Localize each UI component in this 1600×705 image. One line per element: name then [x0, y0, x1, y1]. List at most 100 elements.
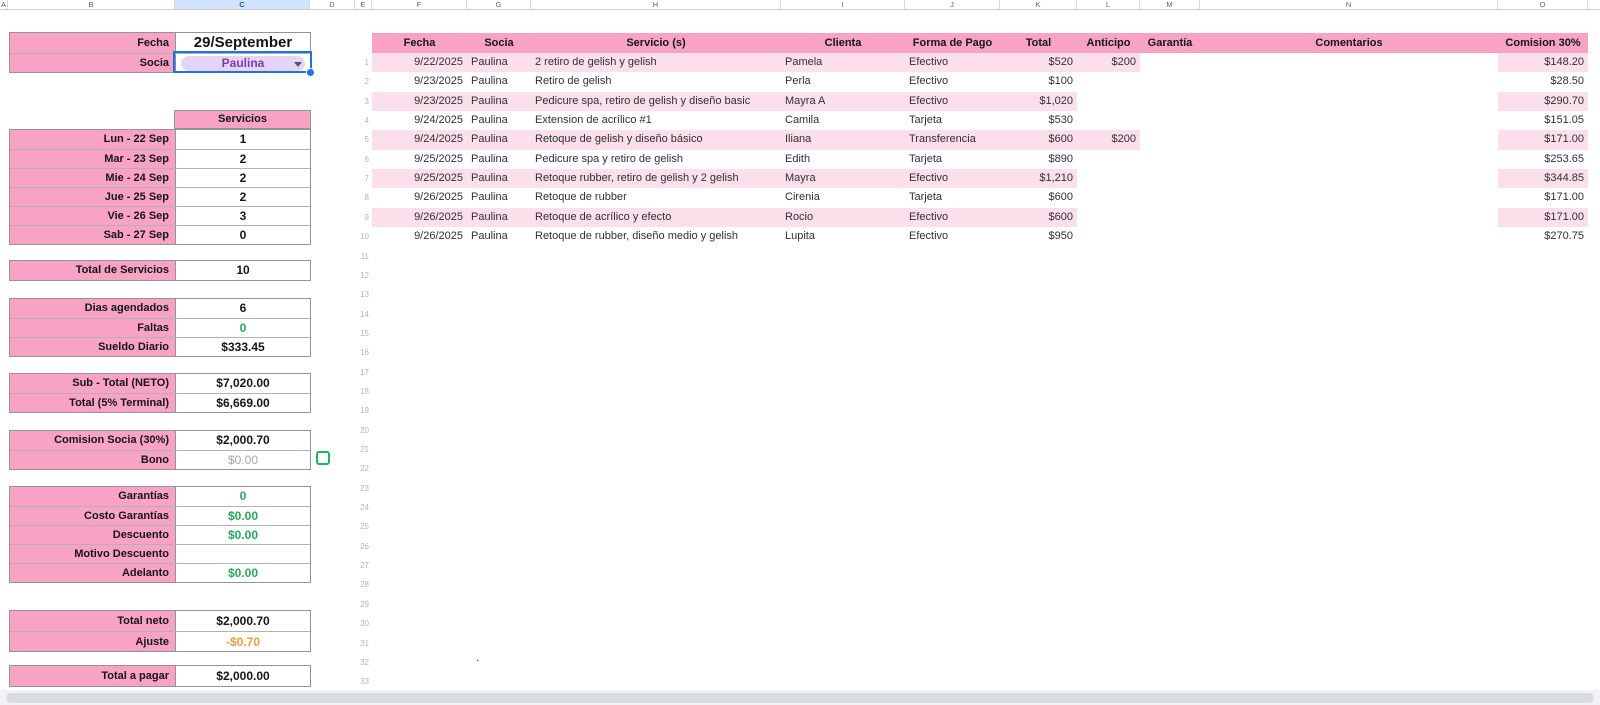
- cell-comision[interactable]: $270.75: [1544, 230, 1584, 243]
- day-label[interactable]: Mar - 23 Sep: [10, 150, 175, 168]
- cell-fecha[interactable]: 9/23/2025: [372, 91, 467, 112]
- row-number[interactable]: 33: [360, 677, 369, 687]
- cell-socia[interactable]: Paulina: [467, 207, 531, 228]
- cell-comentarios[interactable]: [1200, 169, 1498, 188]
- column-header-servicio[interactable]: Servicio (s): [531, 33, 781, 53]
- cell-comision[interactable]: $28.50: [1550, 75, 1584, 88]
- cell-fecha[interactable]: 9/24/2025: [414, 114, 463, 127]
- cell-anticipo[interactable]: [1077, 169, 1140, 188]
- row-number[interactable]: 12: [360, 270, 369, 280]
- cell-garantia[interactable]: [1140, 227, 1200, 246]
- cell-anticipo[interactable]: $200: [1077, 53, 1140, 73]
- row-number[interactable]: 21: [360, 445, 369, 454]
- column-header-clienta[interactable]: Clienta: [781, 33, 905, 53]
- cell-clienta[interactable]: Rocio: [781, 207, 905, 228]
- column-letter-I[interactable]: I: [781, 0, 905, 9]
- cell-servicio[interactable]: Retoque de rubber, diseño medio y gelish: [535, 230, 739, 243]
- chevron-down-icon[interactable]: [294, 62, 302, 67]
- deduction-label[interactable]: Motivo Descuento: [10, 545, 175, 563]
- stat-label[interactable]: Dias agendados: [10, 299, 175, 318]
- row-number[interactable]: 2: [364, 77, 369, 87]
- ajuste-value[interactable]: -$0.70: [175, 632, 310, 651]
- cell-socia[interactable]: Paulina: [467, 130, 531, 150]
- cell-servicio[interactable]: Retoque de gelish y diseño básico: [531, 130, 781, 150]
- row-number[interactable]: 16: [360, 348, 369, 358]
- cell-fecha[interactable]: 9/23/2025: [414, 75, 463, 88]
- cell-pago[interactable]: Efectivo: [905, 53, 1000, 73]
- cell-clienta[interactable]: Iliana: [781, 130, 905, 150]
- bono-checkbox[interactable]: [316, 451, 330, 465]
- cell-anticipo[interactable]: [1077, 227, 1140, 246]
- cell-garantia[interactable]: [1140, 208, 1200, 227]
- row-number[interactable]: 23: [360, 483, 369, 493]
- day-value[interactable]: 3: [175, 207, 310, 225]
- row-number[interactable]: 3: [364, 96, 369, 106]
- stat-value[interactable]: $333.45: [175, 338, 310, 356]
- cell-pago[interactable]: Efectivo: [909, 230, 949, 243]
- cell-socia[interactable]: Paulina: [467, 53, 531, 73]
- cell-fecha[interactable]: 9/26/2025: [414, 191, 463, 204]
- cell-clienta[interactable]: Perla: [785, 75, 811, 88]
- cell-socia[interactable]: Paulina: [471, 114, 508, 127]
- cell-pago[interactable]: Efectivo: [905, 169, 1000, 189]
- day-value[interactable]: 2: [175, 169, 310, 187]
- row-number[interactable]: 32: [360, 657, 369, 667]
- cell-comision[interactable]: $171.00: [1498, 130, 1588, 150]
- column-header-comentarios[interactable]: Comentarios: [1200, 33, 1498, 53]
- fecha-value-cell[interactable]: 29/September: [175, 33, 310, 53]
- cell-pago[interactable]: Transferencia: [905, 130, 1000, 150]
- row-number[interactable]: 4: [364, 116, 369, 126]
- day-value[interactable]: 0: [175, 226, 310, 244]
- column-header-comision[interactable]: Comision 30%: [1498, 33, 1588, 53]
- day-value[interactable]: 2: [175, 150, 310, 168]
- cell-pago[interactable]: Efectivo: [909, 75, 949, 88]
- row-number[interactable]: 6: [364, 154, 369, 164]
- row-number[interactable]: 8: [364, 193, 369, 203]
- deduction-label[interactable]: Descuento: [10, 526, 175, 544]
- cell-comentarios[interactable]: [1200, 150, 1498, 169]
- cell-servicio[interactable]: Pedicure spa, retiro de gelish y diseño …: [531, 91, 781, 112]
- column-letter-B[interactable]: B: [8, 0, 175, 9]
- cell-comentarios[interactable]: [1200, 130, 1498, 149]
- cell-comentarios[interactable]: [1200, 92, 1498, 111]
- cell-comision[interactable]: $171.00: [1544, 191, 1584, 204]
- cell-servicio[interactable]: 2 retiro de gelish y gelish: [531, 53, 781, 73]
- cell-comentarios[interactable]: [1200, 188, 1498, 207]
- row-number[interactable]: 14: [360, 309, 369, 319]
- subtotal-label[interactable]: Sub - Total (NETO): [10, 374, 175, 393]
- cell-total[interactable]: $520: [1000, 53, 1077, 73]
- cell-pago[interactable]: Efectivo: [905, 207, 1000, 228]
- column-header-pago[interactable]: Forma de Pago: [905, 33, 1000, 53]
- fill-handle[interactable]: [306, 68, 315, 77]
- subtotal-value[interactable]: $7,020.00: [175, 374, 310, 393]
- cell-socia[interactable]: Paulina: [471, 75, 508, 88]
- cell-fecha[interactable]: 9/25/2025: [372, 169, 467, 189]
- cell-socia[interactable]: Paulina: [471, 191, 508, 204]
- row-number[interactable]: 7: [364, 174, 369, 184]
- column-letter-D[interactable]: D: [310, 0, 355, 9]
- deduction-label[interactable]: Adelanto: [10, 564, 175, 582]
- cell-servicio[interactable]: Retoque de acrílico y efecto: [531, 207, 781, 228]
- deduction-value[interactable]: $0.00: [175, 526, 310, 544]
- cell-pago[interactable]: Tarjeta: [909, 114, 943, 127]
- cell-servicio[interactable]: Retiro de gelish: [535, 75, 612, 88]
- cell-fecha[interactable]: 9/24/2025: [372, 130, 467, 150]
- row-number[interactable]: 19: [360, 406, 369, 416]
- row-number[interactable]: 29: [360, 599, 369, 609]
- cell-total[interactable]: $1,020: [1000, 91, 1077, 112]
- deduction-value[interactable]: $0.00: [175, 564, 310, 582]
- column-header-socia[interactable]: Socia: [467, 33, 531, 53]
- cell-comision[interactable]: $253.65: [1544, 152, 1584, 165]
- column-header-anticipo[interactable]: Anticipo: [1077, 33, 1140, 53]
- cell-clienta[interactable]: Cirenia: [785, 191, 820, 204]
- cell-comision[interactable]: $344.85: [1498, 169, 1588, 189]
- horizontal-scrollbar-thumb[interactable]: [6, 693, 1594, 703]
- cell-anticipo[interactable]: [1077, 188, 1140, 207]
- total-neto-value[interactable]: $2,000.70: [175, 611, 310, 631]
- cell-comision[interactable]: $290.70: [1498, 91, 1588, 112]
- subtotal-value[interactable]: $6,669.00: [175, 394, 310, 412]
- cell-total[interactable]: $1,210: [1000, 169, 1077, 189]
- cell-anticipo[interactable]: [1077, 72, 1140, 91]
- column-letter-N[interactable]: N: [1200, 0, 1498, 9]
- cell-clienta[interactable]: Mayra A: [781, 91, 905, 112]
